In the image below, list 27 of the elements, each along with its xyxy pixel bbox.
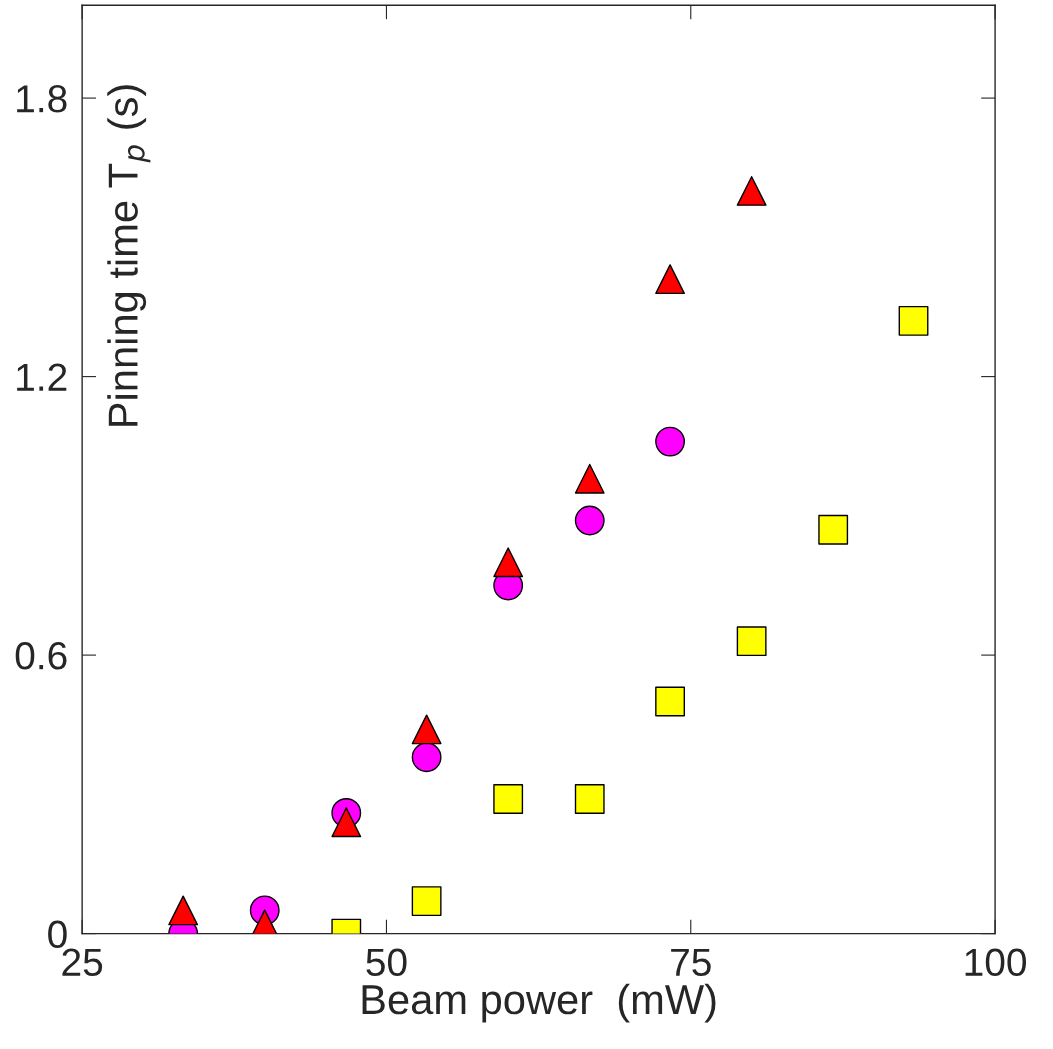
point [736,175,767,206]
point [493,547,524,578]
point [655,686,686,717]
point [898,305,929,336]
y-tick-label: 0.6 [15,642,67,670]
point [168,895,199,926]
point [655,264,686,295]
point [411,714,442,745]
point [411,886,442,917]
point [574,463,605,494]
y-tick-label: 1.8 [17,85,67,113]
point [736,626,767,657]
point [331,807,362,838]
point [493,784,524,814]
point [574,505,605,536]
x-axis-title: Beam power (mW) [362,983,716,1023]
x-tick-label: 100 [965,948,1027,977]
y-tick-label: 1.2 [17,363,67,391]
x-tick-label: 75 [671,948,711,977]
point [655,426,686,457]
point [411,742,442,773]
y-tick-label: 0 [48,920,67,949]
x-tick-label: 50 [366,948,407,977]
point [574,784,605,814]
x-tick-label: 25 [62,948,103,977]
point [818,514,849,545]
y-axis-title: Pinning time T$_{p}$ (s) [107,85,151,426]
